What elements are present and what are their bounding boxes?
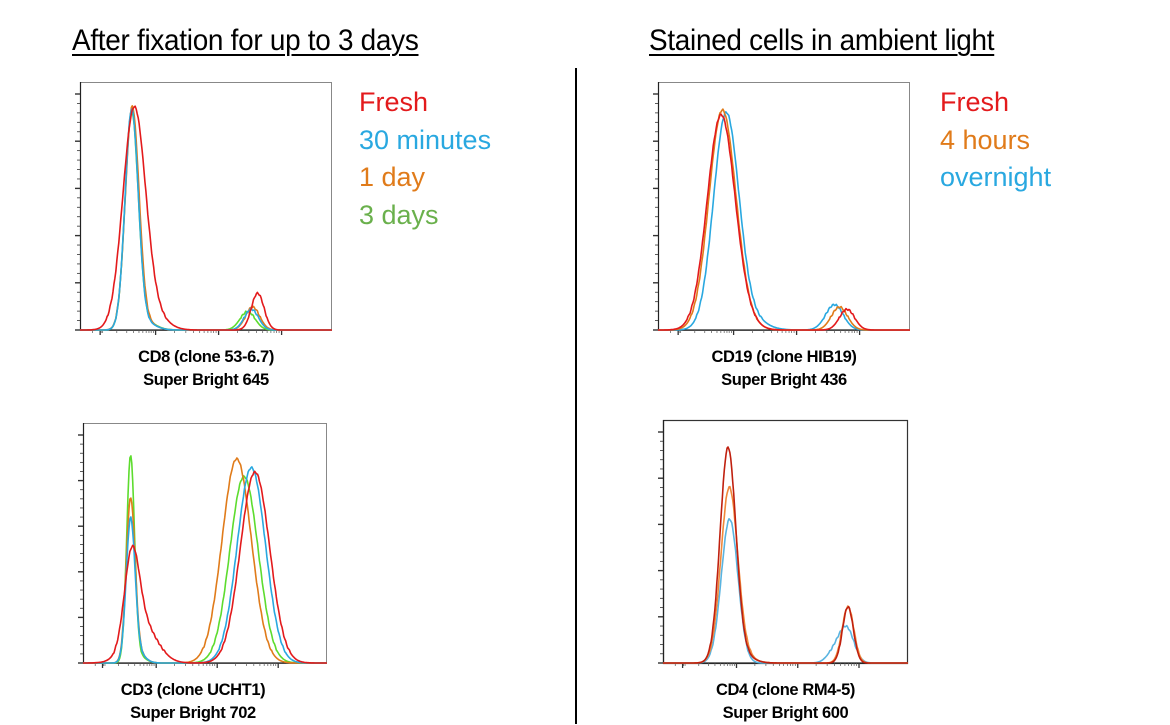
series-line-4-hours [663,485,908,664]
histogram-cd19 [653,82,910,335]
legend-item-30-minutes: 30 minutes [359,124,492,155]
series-line-overnight [663,518,908,664]
legend-item-4-hours: 4 hours [940,124,1031,155]
series-line-4-hours [658,108,910,331]
caption-cd8: CD8 (clone 53-6.7) Super Bright 645 [80,346,332,392]
series-line-1-day [80,105,332,331]
section-title-ambient-light: Stained cells in ambient light [649,24,995,57]
caption-cd8-fluor: Super Bright 645 [143,371,269,389]
plot-frame [80,82,332,331]
caption-cd3-fluor: Super Bright 702 [130,704,256,722]
section-title-fixation: After fixation for up to 3 days [72,24,419,57]
histogram-cd8 [75,82,332,335]
caption-cd4-clone: CD4 (clone RM4-5) [716,681,855,699]
plot-frame [658,82,910,331]
legend-item-3-days: 3 days [359,199,439,230]
series-line-30-minutes [83,466,327,664]
legend-item-fresh: Fresh [940,87,1010,117]
histogram-cd8-svg [75,82,332,335]
legend-item-fresh: Fresh [359,87,429,117]
caption-cd4: CD4 (clone RM4-5) Super Bright 600 [663,679,908,725]
caption-cd8-clone: CD8 (clone 53-6.7) [138,348,274,366]
histogram-cd19-svg [653,82,910,335]
legend-ambient-light: Fresh 4 hours overnight [940,84,1051,197]
histogram-cd3-svg [78,423,327,668]
series-line-fresh [658,113,910,331]
histogram-cd4-svg [658,419,909,668]
legend-item-1-day: 1 day [359,162,426,192]
series-line-fresh [83,470,327,664]
caption-cd4-fluor: Super Bright 600 [722,704,849,722]
caption-cd19: CD19 (clone HIB19) Super Bright 436 [658,346,910,392]
caption-cd3-clone: CD3 (clone UCHT1) [120,681,266,699]
histogram-cd4 [658,419,909,668]
series-line-fresh [80,105,332,331]
caption-cd3: CD3 (clone UCHT1) Super Bright 702 [80,679,306,725]
series-line-3-days [80,109,332,331]
legend-item-overnight: overnight [940,162,1052,192]
plot-frame [662,419,909,665]
series-line-fresh [663,446,908,664]
legend-fixation: Fresh 30 minutes 1 day 3 days [359,84,491,234]
caption-cd19-clone: CD19 (clone HIB19) [711,348,857,366]
series-line-30-minutes [80,108,332,331]
histogram-cd3 [78,423,327,668]
section-divider [575,68,577,724]
caption-cd19-fluor: Super Bright 436 [721,371,847,389]
